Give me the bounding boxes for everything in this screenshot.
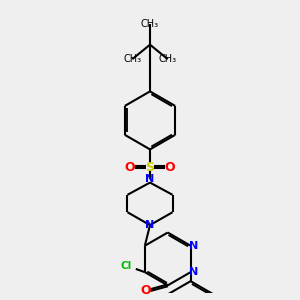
Text: O: O [165,160,175,174]
Text: N: N [189,241,199,251]
Text: CH₃: CH₃ [141,19,159,29]
Text: N: N [146,220,154,230]
Text: N: N [189,267,198,277]
Text: O: O [140,284,151,297]
Text: N: N [146,174,154,184]
Text: CH₃: CH₃ [159,54,177,64]
Text: O: O [125,160,135,174]
Text: CH₃: CH₃ [123,54,141,64]
Text: S: S [146,160,154,174]
Text: Cl: Cl [121,261,132,271]
